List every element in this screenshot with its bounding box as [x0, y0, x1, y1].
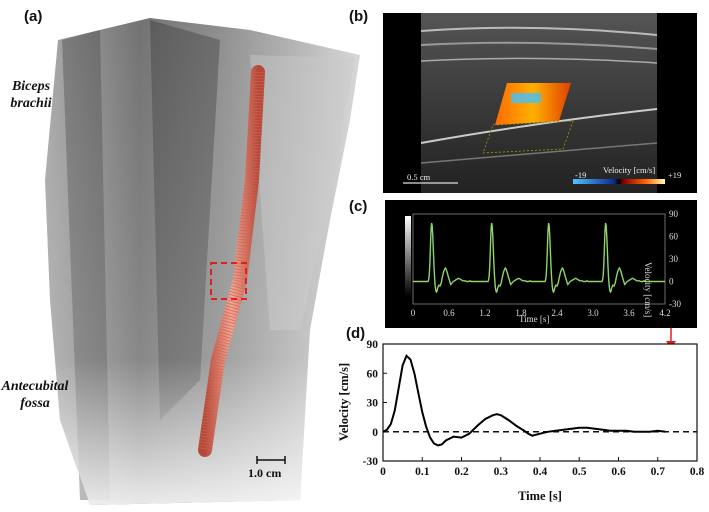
biceps-brachii-label: Biceps brachii	[0, 78, 62, 112]
colorbar-max: +19	[668, 170, 682, 180]
antecubital-fossa-label: Antecubital fossa	[0, 378, 70, 412]
panel-a-scale-label: 1.0 cm	[248, 466, 282, 480]
panel-b-label: (b)	[349, 8, 369, 25]
spectrogram-xlabel: Time [s]	[519, 314, 550, 324]
biceps-label-line2: brachii	[10, 96, 52, 111]
x-tick-label: 0.8	[690, 466, 705, 478]
plot-area	[382, 343, 698, 462]
spectrogram-x-tick-label: 3.6	[623, 308, 635, 318]
spectrogram-x-tick-label: 3.0	[587, 308, 599, 318]
y-tick-label: -30	[363, 456, 379, 468]
antecubital-label-line1: Antecubital	[1, 379, 69, 394]
x-tick-label: 0.5	[572, 466, 587, 478]
y-axis-label: Velocity [cm/s]	[337, 363, 351, 441]
doppler-image	[403, 13, 665, 193]
spectrogram-ylabel: Velocity [cm/s]	[643, 262, 653, 318]
spectrogram-y-tick-label: 30	[669, 254, 679, 264]
colorbar-title: Velocity [cm/s]	[603, 165, 656, 175]
x-tick-label: 0.1	[415, 466, 430, 478]
spectrogram-y-tick-label: 0	[669, 277, 674, 287]
panel-c-label: (c)	[349, 198, 368, 215]
spectrogram-frame: 0 0.6 1.2 1.8 2.4 3.0 3.6 4.2 90 60 30 0 -30	[385, 200, 697, 328]
spectrogram-x-tick-label: 1.8	[515, 308, 527, 318]
spectrogram-y-tick-label: -30	[669, 299, 681, 309]
y-tick-label: 0	[372, 427, 378, 439]
spectrogram-x-tick-label: 0	[411, 308, 416, 318]
x-tick-label: 0.7	[651, 466, 666, 478]
spectrogram-x-tick-label: 0.6	[443, 308, 455, 318]
x-tick-label: 0	[380, 466, 386, 478]
spectrogram-y-tick-label: 90	[669, 209, 679, 219]
x-tick-label: 0.3	[494, 466, 509, 478]
spectrogram-x-tick-label: 1.2	[479, 308, 490, 318]
spectrogram-x-tick-label: 2.4	[551, 308, 563, 318]
spectrogram: 0 0.6 1.2 1.8 2.4 3.0 3.6 4.2 90 60 30 0 -30	[405, 209, 681, 318]
spectrogram-y-tick-label: 60	[669, 232, 679, 242]
doppler-scale-label: 0.5 cm	[407, 172, 431, 182]
doppler-image-frame	[383, 13, 697, 193]
spectrogram-x-tick-label: 4.2	[659, 308, 670, 318]
y-tick-label: 60	[367, 368, 379, 380]
antecubital-label-line2: fossa	[20, 396, 50, 411]
x-tick-label: 0.4	[533, 466, 548, 478]
x-tick-label: 0.6	[611, 466, 626, 478]
panel-a-label: (a)	[24, 8, 43, 25]
y-tick-label: 30	[367, 398, 379, 410]
y-tick-label: 90	[367, 339, 379, 351]
biceps-label-line1: Biceps	[11, 79, 51, 94]
panel-d-label: (d)	[346, 325, 366, 342]
velocity-series-line	[382, 353, 666, 447]
colorbar-min: -19	[575, 170, 587, 180]
x-tick-label: 0.2	[454, 466, 469, 478]
vessel-rendering-image	[45, 18, 360, 505]
x-axis-label: Time [s]	[518, 489, 562, 503]
